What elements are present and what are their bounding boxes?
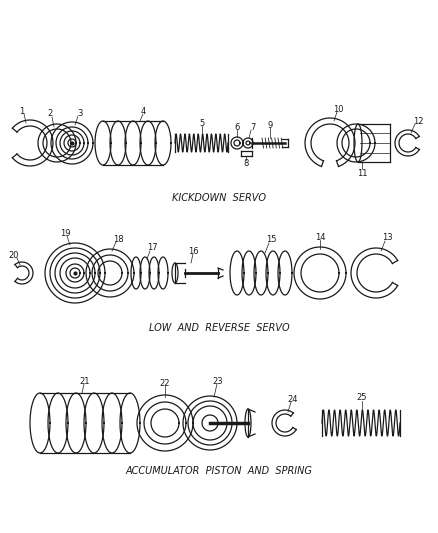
Text: 20: 20 bbox=[9, 251, 19, 260]
Text: 11: 11 bbox=[357, 168, 367, 177]
Text: 18: 18 bbox=[113, 235, 124, 244]
Text: 17: 17 bbox=[147, 244, 157, 253]
Text: 1: 1 bbox=[19, 107, 25, 116]
Text: 25: 25 bbox=[357, 393, 367, 402]
Text: 8: 8 bbox=[244, 158, 249, 167]
Text: LOW  AND  REVERSE  SERVO: LOW AND REVERSE SERVO bbox=[148, 323, 290, 333]
Text: ACCUMULATOR  PISTON  AND  SPRING: ACCUMULATOR PISTON AND SPRING bbox=[126, 466, 312, 476]
Text: 2: 2 bbox=[47, 109, 53, 118]
Text: 4: 4 bbox=[140, 107, 145, 116]
Text: 22: 22 bbox=[160, 378, 170, 387]
Text: 12: 12 bbox=[413, 117, 423, 125]
Text: 6: 6 bbox=[234, 123, 240, 132]
Text: 10: 10 bbox=[333, 104, 343, 114]
Text: 23: 23 bbox=[213, 376, 223, 385]
Text: 9: 9 bbox=[267, 120, 272, 130]
Text: 16: 16 bbox=[188, 246, 198, 255]
Text: 15: 15 bbox=[266, 236, 276, 245]
Text: 14: 14 bbox=[315, 232, 325, 241]
Text: 24: 24 bbox=[288, 394, 298, 403]
Text: 19: 19 bbox=[60, 229, 70, 238]
Text: 7: 7 bbox=[250, 123, 256, 132]
Text: 3: 3 bbox=[78, 109, 83, 117]
Text: 13: 13 bbox=[381, 233, 392, 243]
Text: 5: 5 bbox=[199, 118, 205, 127]
Text: KICKDOWN  SERVO: KICKDOWN SERVO bbox=[172, 193, 266, 203]
Text: 21: 21 bbox=[80, 376, 90, 385]
